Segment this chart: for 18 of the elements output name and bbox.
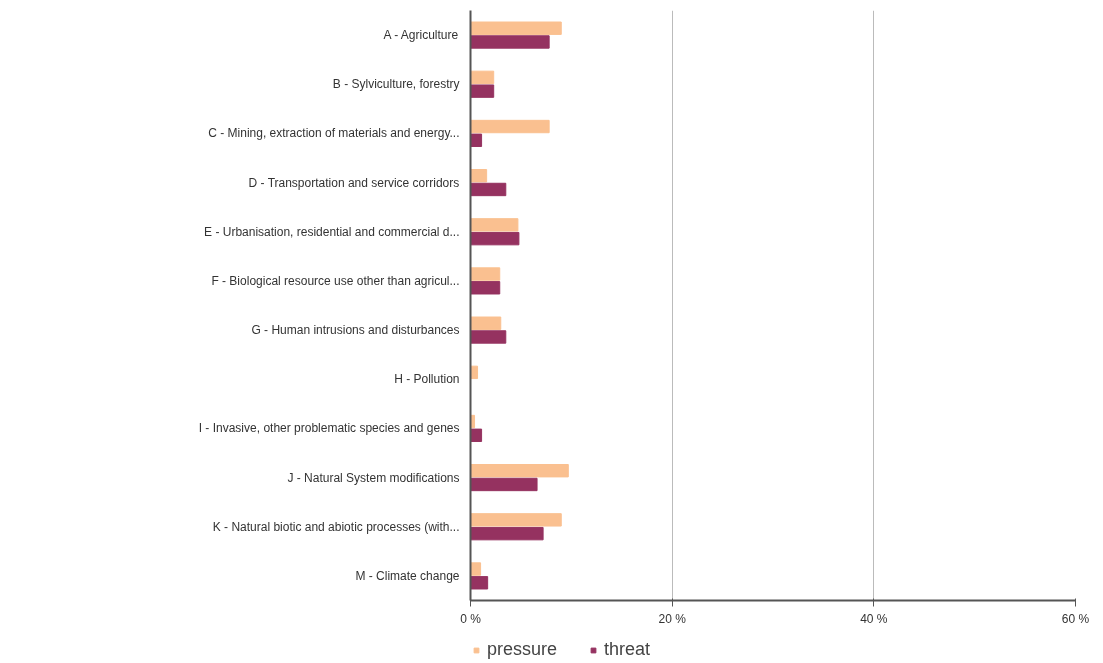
y-tick-label: B - Sylviculture, forestry — [332, 77, 460, 92]
x-tick-label: 0 % — [460, 611, 482, 626]
y-tick-label: E - Urbanisation, residential and commercial d... — [204, 224, 460, 239]
y-tick-label: A - Agriculture — [383, 28, 459, 43]
legend-label: threat — [604, 639, 651, 660]
y-tick-label: G - Human intrusions and disturbances — [251, 323, 460, 338]
y-tick-label: C - Mining, extraction of materials and energy... — [208, 126, 460, 141]
y-tick-label: J - Natural System modifications — [287, 470, 460, 485]
x-tick-label: 60 % — [1061, 611, 1090, 626]
legend-label: pressure — [487, 639, 558, 660]
x-tick-label: 20 % — [658, 611, 687, 626]
y-tick-label: F - Biological resource use other than agricul... — [211, 273, 460, 288]
x-tick-label: 40 % — [860, 611, 888, 626]
y-tick-label: K - Natural biotic and abiotic processes (with... — [212, 519, 460, 534]
y-tick-label: H - Pollution — [394, 372, 460, 387]
y-tick-label: D - Transportation and service corridors — [248, 175, 460, 190]
y-tick-label: I - Invasive, other problematic species and genes — [198, 421, 460, 436]
y-tick-label: M - Climate change — [355, 568, 460, 583]
